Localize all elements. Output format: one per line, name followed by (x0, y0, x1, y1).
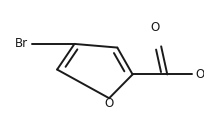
Text: OH: OH (196, 68, 204, 81)
Text: O: O (150, 21, 160, 34)
Text: O: O (104, 97, 114, 110)
Text: Br: Br (14, 37, 28, 50)
